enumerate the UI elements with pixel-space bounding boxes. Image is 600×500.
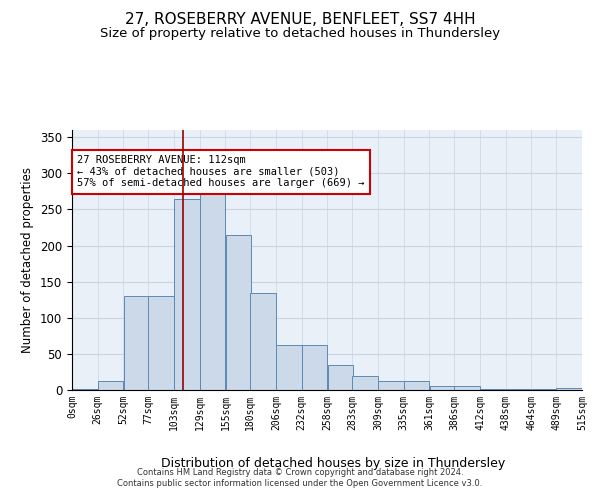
Bar (404, 380, 430, 390)
Bar (124, 296, 149, 390)
Bar (250, 292, 276, 390)
Text: 27, ROSEBERRY AVENUE, BENFLEET, SS7 4HH: 27, ROSEBERRY AVENUE, BENFLEET, SS7 4HH (125, 12, 475, 28)
Bar (328, 364, 353, 390)
Y-axis label: Number of detached properties: Number of detached properties (22, 167, 34, 353)
Text: Size of property relative to detached houses in Thundersley: Size of property relative to detached ho… (100, 28, 500, 40)
Bar (556, 388, 582, 390)
Text: 27 ROSEBERRY AVENUE: 112sqm
← 43% of detached houses are smaller (503)
57% of se: 27 ROSEBERRY AVENUE: 112sqm ← 43% of det… (77, 156, 364, 188)
Bar (378, 380, 404, 390)
Text: Contains HM Land Registry data © Crown copyright and database right 2024.
Contai: Contains HM Land Registry data © Crown c… (118, 468, 482, 487)
Bar (98, 382, 124, 390)
Bar (302, 344, 328, 390)
Bar (148, 296, 174, 390)
Bar (430, 386, 455, 390)
Bar (226, 234, 251, 390)
Bar (174, 198, 200, 390)
Bar (454, 386, 480, 390)
Bar (276, 344, 302, 390)
Bar (200, 180, 226, 390)
Bar (352, 376, 378, 390)
Text: Distribution of detached houses by size in Thundersley: Distribution of detached houses by size … (161, 458, 505, 470)
